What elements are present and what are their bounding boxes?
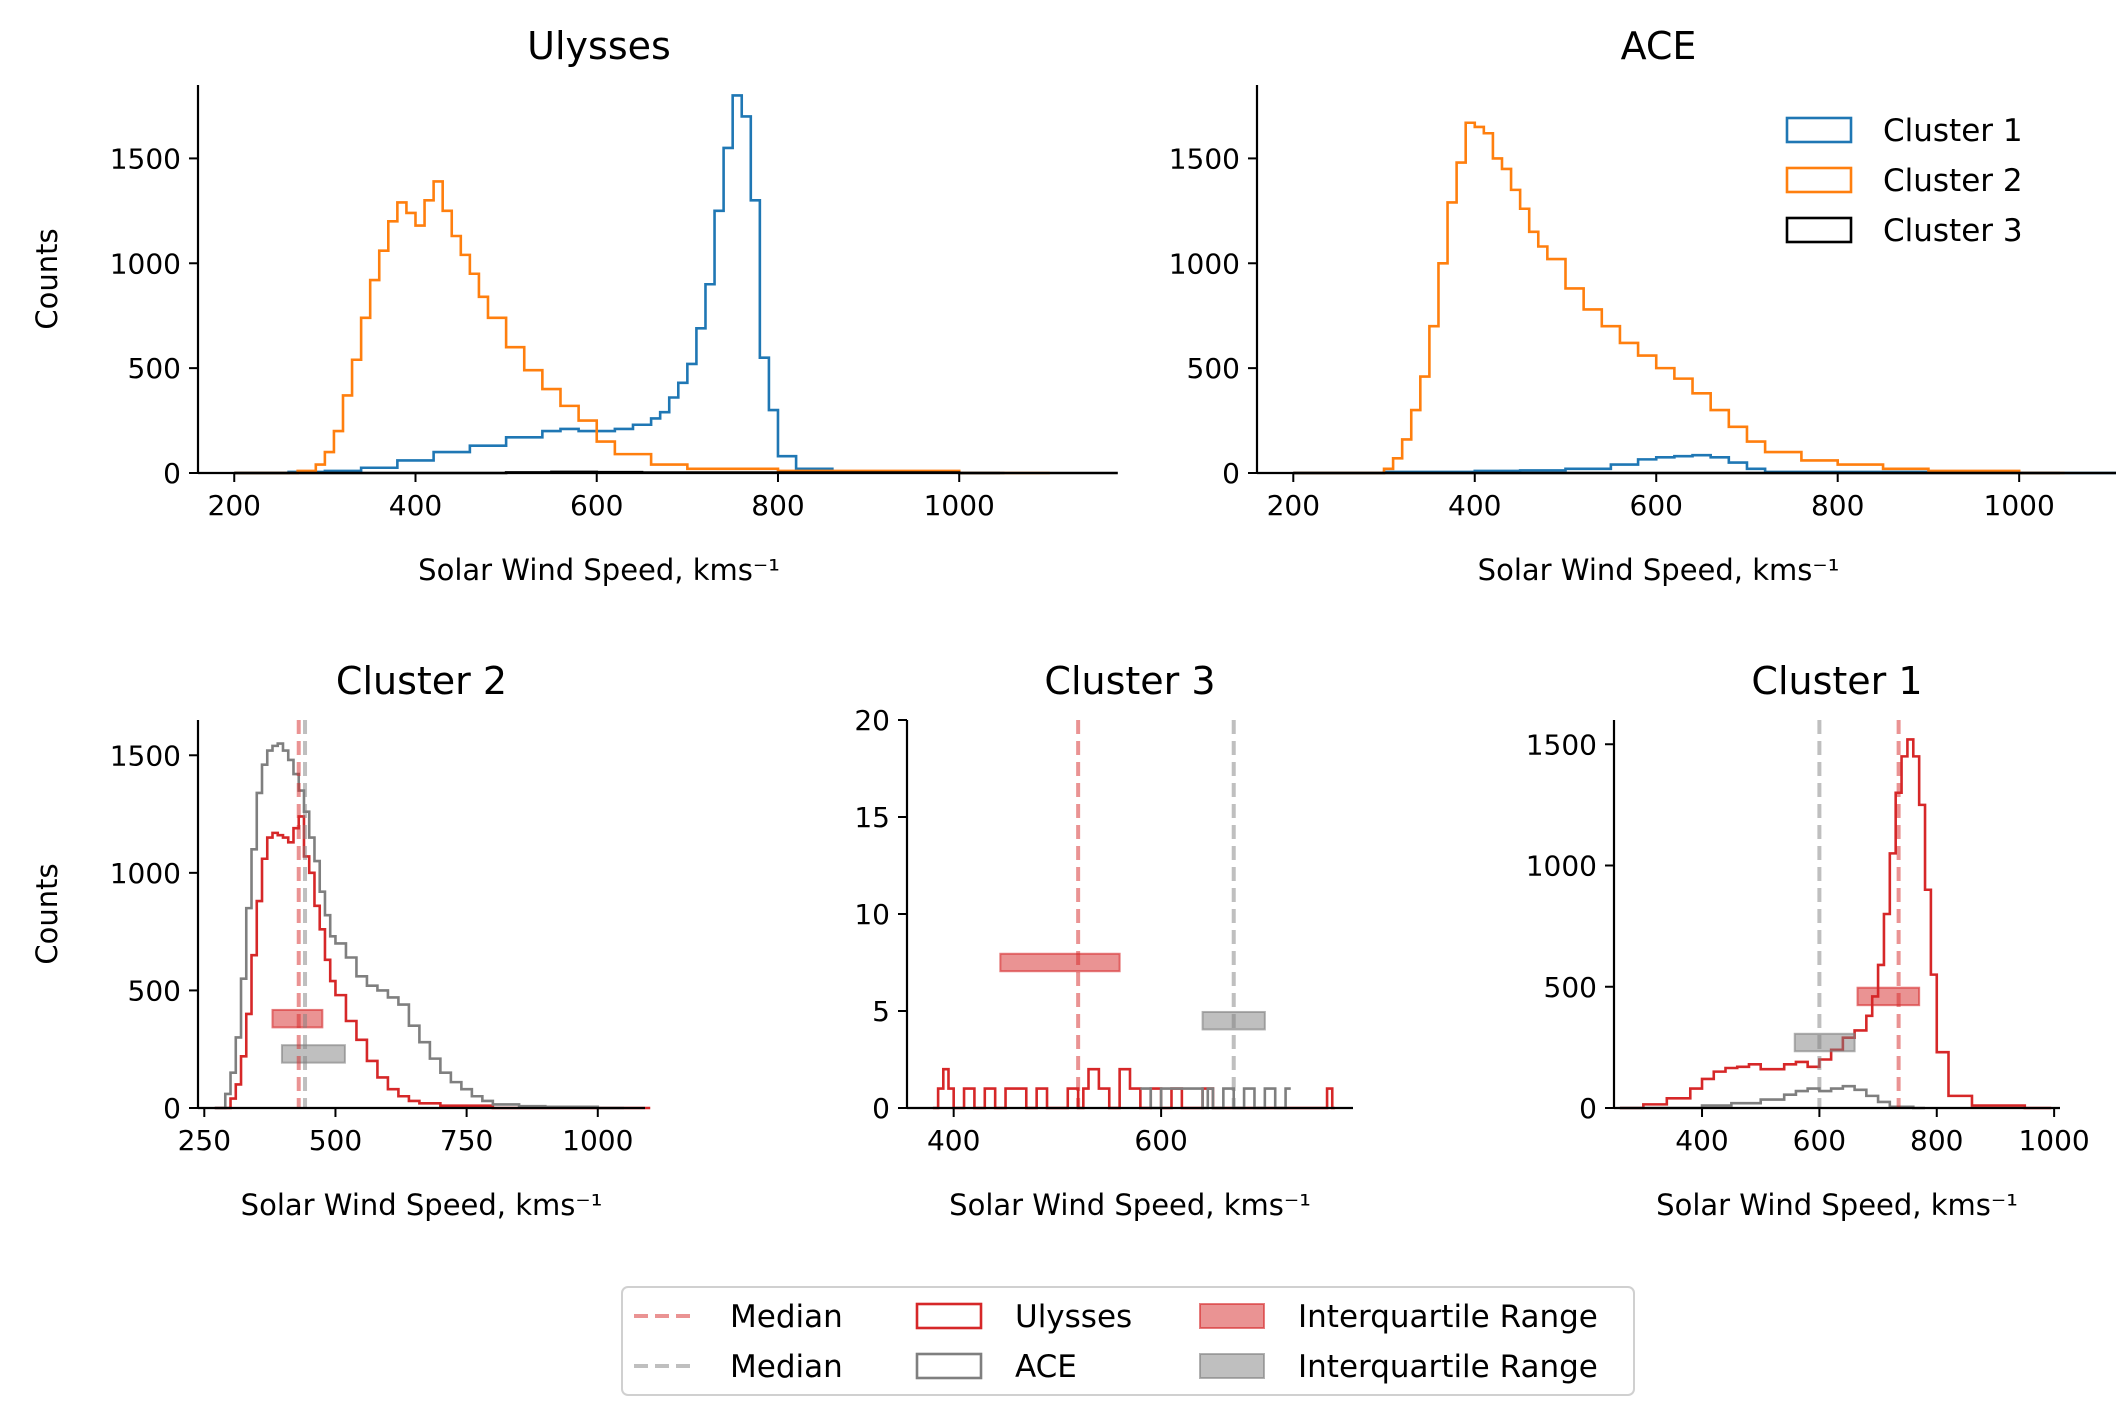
- x-axis-label: Solar Wind Speed, kms⁻¹: [1478, 553, 1840, 587]
- legend-swatch-2: [1785, 166, 1853, 194]
- y-tick-label: 10: [854, 898, 890, 931]
- panel-title: Cluster 3: [1044, 659, 1215, 703]
- x-tick-label: 800: [751, 489, 804, 522]
- y-tick-label: 1000: [110, 857, 181, 890]
- iqr-box-1: [1856, 986, 1921, 1007]
- series-line-1: [1619, 738, 2052, 1110]
- x-tick-label: 800: [1811, 489, 1864, 522]
- series-line-1: [1293, 453, 2116, 475]
- iqr-box-2: [1793, 1032, 1856, 1053]
- chart-panel-1: Ulysses 200 400 600 800 1000 0 500 1000 1500 Solar…: [30, 24, 1118, 587]
- y-tick-label: 500: [128, 352, 181, 385]
- x-tick-label: 1000: [1984, 489, 2055, 522]
- y-tick-label: 0: [872, 1092, 890, 1125]
- x-tick-label: 1000: [924, 489, 995, 522]
- x-tick-label: 800: [1910, 1124, 1963, 1157]
- chart-panel-5: Cluster 1 400 600 800 1000 0 500 1000 1500 Solar …: [1526, 659, 2090, 1222]
- chart-panel-4: Cluster 3 400 600 0 5 10 15 20 Solar Wind Speed,…: [854, 659, 1353, 1222]
- legend-iqr-swatch: [1199, 1353, 1265, 1379]
- x-tick-label: 600: [1793, 1124, 1846, 1157]
- legend-entry-label: Interquartile Range: [1298, 1349, 1598, 1385]
- iqr-box-2: [280, 1044, 346, 1064]
- panel-title: ACE: [1621, 24, 1697, 68]
- x-axis-label: Solar Wind Speed, kms⁻¹: [949, 1188, 1311, 1222]
- series-line-2: [234, 180, 1050, 475]
- legend-swatch-1: [1785, 116, 1853, 144]
- iqr-box-1: [999, 952, 1121, 973]
- series-line-2: [1619, 1084, 1926, 1110]
- y-tick-label: 1000: [1169, 247, 1240, 280]
- y-tick-label: 1500: [1169, 142, 1240, 175]
- y-tick-label: 1000: [110, 247, 181, 280]
- y-axis-label: Counts: [30, 863, 64, 964]
- y-tick-label: 0: [1222, 457, 1240, 490]
- x-tick-label: 1000: [562, 1124, 633, 1157]
- legend-hist-swatch: [915, 1352, 983, 1380]
- x-tick-label: 500: [309, 1124, 362, 1157]
- y-tick-label: 15: [854, 801, 890, 834]
- chart-panel-3: Cluster 2 250 500 750 1000 0 500 1000 1500 Solar …: [30, 659, 651, 1222]
- x-tick-label: 1000: [2018, 1124, 2089, 1157]
- x-axis-label: Solar Wind Speed, kms⁻¹: [1656, 1188, 2018, 1222]
- bottom-legend: Median Median Ulysses ACE Interquartile Rang…: [621, 1286, 1635, 1396]
- x-tick-label: 750: [440, 1124, 493, 1157]
- series-line-1: [214, 815, 651, 1110]
- y-tick-label: 20: [854, 704, 890, 737]
- panel-title: Cluster 1: [1751, 659, 1922, 703]
- legend-hist-swatch: [915, 1302, 983, 1330]
- x-tick-label: 400: [1448, 489, 1501, 522]
- series-line-1: [234, 94, 1005, 475]
- legend-frame: [621, 1286, 1635, 1396]
- legend-entry-label: ACE: [1015, 1349, 1077, 1385]
- legend-entry-label: Ulysses: [1015, 1299, 1132, 1335]
- y-tick-label: 500: [128, 974, 181, 1007]
- legend-swatch-3: [1785, 216, 1853, 244]
- legend-label-3: Cluster 3: [1883, 213, 2023, 249]
- y-tick-label: 1500: [110, 739, 181, 772]
- x-tick-label: 400: [927, 1124, 980, 1157]
- x-axis-label: Solar Wind Speed, kms⁻¹: [241, 1188, 603, 1222]
- y-tick-label: 0: [1579, 1092, 1597, 1125]
- x-tick-label: 600: [1134, 1124, 1187, 1157]
- x-tick-label: 200: [208, 489, 261, 522]
- y-tick-label: 0: [163, 457, 181, 490]
- series-line-2: [1293, 121, 2065, 475]
- panel-title: Cluster 2: [336, 659, 507, 703]
- x-tick-label: 250: [178, 1124, 231, 1157]
- y-axis-label: Counts: [30, 228, 64, 329]
- legend-iqr-swatch: [1199, 1303, 1265, 1329]
- y-tick-label: 1000: [1526, 850, 1597, 883]
- x-tick-label: 200: [1267, 489, 1320, 522]
- x-tick-label: 600: [570, 489, 623, 522]
- legend-entry-label: Median: [730, 1349, 843, 1385]
- series-line-2: [1140, 1087, 1291, 1110]
- y-tick-label: 500: [1187, 352, 1240, 385]
- y-tick-label: 1500: [110, 142, 181, 175]
- x-axis-label: Solar Wind Speed, kms⁻¹: [418, 553, 780, 587]
- y-tick-label: 5: [872, 995, 890, 1028]
- x-tick-label: 400: [1675, 1124, 1728, 1157]
- y-tick-label: 500: [1544, 971, 1597, 1004]
- panel-legend: Cluster 1 Cluster 2 Cluster 3: [1785, 113, 2023, 249]
- legend-entry-label: Interquartile Range: [1298, 1299, 1598, 1335]
- x-tick-label: 600: [1630, 489, 1683, 522]
- y-tick-label: 0: [163, 1092, 181, 1125]
- series-line-2: [214, 742, 625, 1110]
- y-tick-label: 1500: [1526, 728, 1597, 761]
- chart-panel-2: ACE 200 400 600 800 1000 0 500 1000 1500 Solar Win…: [1169, 24, 2116, 587]
- legend-label-1: Cluster 1: [1883, 113, 2023, 149]
- legend-label-2: Cluster 2: [1883, 163, 2023, 199]
- x-tick-label: 400: [389, 489, 442, 522]
- legend-entry-label: Median: [730, 1299, 843, 1335]
- panel-title: Ulysses: [527, 24, 671, 68]
